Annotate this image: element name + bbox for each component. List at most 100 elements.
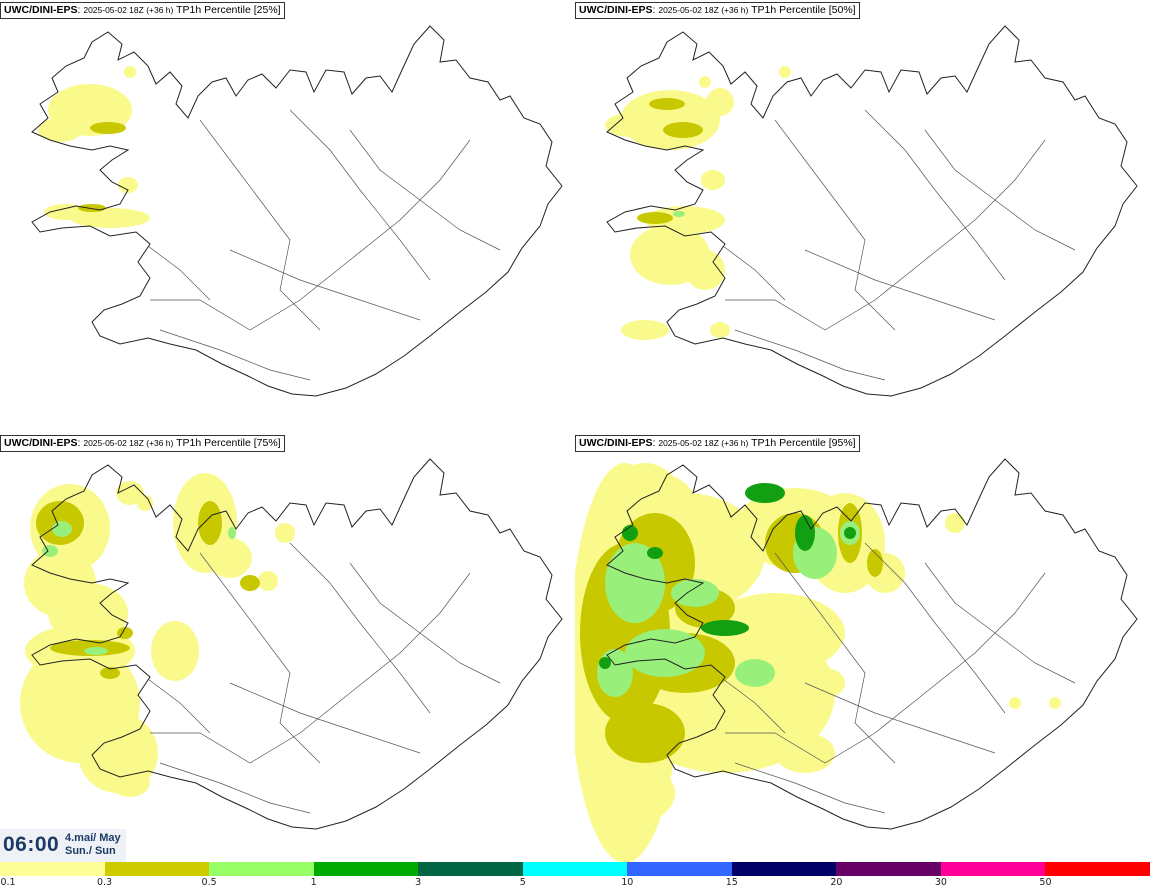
road-line — [289, 109, 431, 281]
precip-area-light — [775, 733, 835, 773]
run-time: 2025-05-02 18Z (+36 h) — [658, 5, 749, 15]
precip-area-light — [118, 177, 138, 193]
valid-time-box: 06:00 4.maí/ May Sun./ Sun — [0, 829, 126, 862]
legend-color-swatch — [0, 862, 105, 876]
run-time: 2025-05-02 18Z (+36 h) — [658, 438, 749, 448]
legend-value-label: 15 — [725, 877, 738, 888]
color-legend-labels: 0.1 0.3 0.5 1 3 5 10 15 20 30 50 — [0, 877, 1150, 891]
precip-area-light — [80, 88, 112, 104]
iceland-map — [575, 458, 1138, 863]
product-name: TP1h Percentile — [176, 437, 251, 449]
road-line — [229, 249, 421, 321]
precip-area-light — [605, 113, 655, 137]
model-name: UWC/DINI-EPS — [579, 437, 653, 449]
precip-area-light — [110, 769, 150, 797]
run-time: 2025-05-02 18Z (+36 h) — [83, 5, 174, 15]
precip-area-medium — [663, 122, 703, 138]
road-line — [774, 552, 896, 764]
precip-area-heavy — [228, 527, 236, 539]
road-line — [139, 672, 211, 734]
legend-value-label: 1 — [310, 877, 317, 888]
map-panel-25: UWC/DINI-EPS: 2025-05-02 18Z (+36 h) TP1… — [0, 0, 575, 430]
model-name: UWC/DINI-EPS — [579, 4, 653, 16]
road-line — [229, 682, 421, 754]
legend-value-label: 0.1 — [0, 877, 16, 888]
legend-color-swatch — [836, 862, 941, 876]
precip-area-very-heavy — [795, 515, 815, 551]
precip-area-medium — [78, 204, 106, 212]
precip-area-light — [595, 763, 675, 823]
precip-area-medium — [100, 667, 120, 679]
road-line — [804, 249, 996, 321]
road-line — [725, 572, 1046, 764]
legend-value-label: 10 — [621, 877, 634, 888]
road-line — [734, 762, 886, 814]
iceland-coastline — [606, 25, 1138, 397]
road-line — [289, 542, 431, 714]
precip-area-medium — [198, 501, 222, 545]
precip-area-very-heavy — [844, 527, 856, 539]
precip-area-medium — [90, 122, 126, 134]
precip-area-heavy — [597, 649, 633, 697]
precip-area-light — [701, 170, 725, 190]
precipitation-layer — [20, 473, 295, 797]
road-line — [924, 129, 1076, 251]
precip-area-very-heavy — [622, 525, 638, 541]
percentile-label: [25%] — [253, 4, 281, 16]
road-line — [714, 672, 786, 734]
precip-area-heavy — [84, 647, 108, 655]
road-line — [150, 139, 471, 331]
run-time: 2025-05-02 18Z (+36 h) — [83, 438, 174, 448]
legend-color-swatch — [731, 862, 837, 876]
map-panel-95: UWC/DINI-EPS: 2025-05-02 18Z (+36 h) TP1… — [575, 433, 1150, 863]
precip-area-medium — [605, 703, 685, 763]
precipitation-layer — [605, 66, 791, 340]
valid-time-clock: 06:00 — [3, 833, 60, 856]
precip-area-heavy — [42, 545, 58, 557]
precip-area-heavy — [605, 543, 665, 623]
precip-area-light — [705, 593, 845, 673]
road-line — [924, 562, 1076, 684]
road-line — [159, 329, 311, 381]
precip-area-very-heavy — [647, 547, 663, 559]
legend-color-swatch — [627, 862, 732, 876]
precip-area-heavy — [625, 629, 705, 677]
road-line — [774, 119, 896, 331]
precip-area-light — [1009, 697, 1021, 709]
precip-area-light — [945, 513, 965, 533]
legend-color-swatch — [209, 862, 314, 876]
color-legend-bar — [0, 862, 1150, 876]
precip-area-light — [70, 208, 150, 228]
product-name: TP1h Percentile — [751, 4, 826, 16]
product-name: TP1h Percentile — [176, 4, 251, 16]
legend-value-label: 30 — [934, 877, 947, 888]
legend-color-swatch — [940, 862, 1046, 876]
precip-area-medium — [649, 98, 685, 110]
precip-area-light — [621, 320, 669, 340]
road-line — [159, 762, 311, 814]
model-name: UWC/DINI-EPS — [4, 4, 78, 16]
precip-area-light — [699, 76, 711, 88]
road-line — [349, 129, 501, 251]
precip-area-light — [124, 66, 136, 78]
precip-area-light — [275, 523, 295, 543]
product-name: TP1h Percentile — [751, 437, 826, 449]
precip-area-heavy — [735, 659, 775, 687]
precipitation-layer — [575, 463, 1061, 863]
map-panel-50: UWC/DINI-EPS: 2025-05-02 18Z (+36 h) TP1… — [575, 0, 1150, 430]
precip-area-light — [685, 250, 725, 290]
legend-color-swatch — [522, 862, 628, 876]
legend-value-label: 20 — [830, 877, 843, 888]
iceland-map — [20, 458, 563, 830]
precip-area-light — [615, 473, 695, 533]
precip-area-light — [710, 322, 730, 338]
road-line — [804, 682, 996, 754]
percentile-label: [50%] — [828, 4, 856, 16]
precipitation-layer — [38, 66, 150, 228]
road-line — [150, 572, 471, 764]
precip-area-very-heavy — [599, 657, 611, 669]
precip-area-light — [1049, 697, 1061, 709]
legend-color-swatch — [418, 862, 523, 876]
iceland-coastline — [31, 458, 563, 830]
map-panel-75: UWC/DINI-EPS: 2025-05-02 18Z (+36 h) TP1… — [0, 433, 575, 863]
